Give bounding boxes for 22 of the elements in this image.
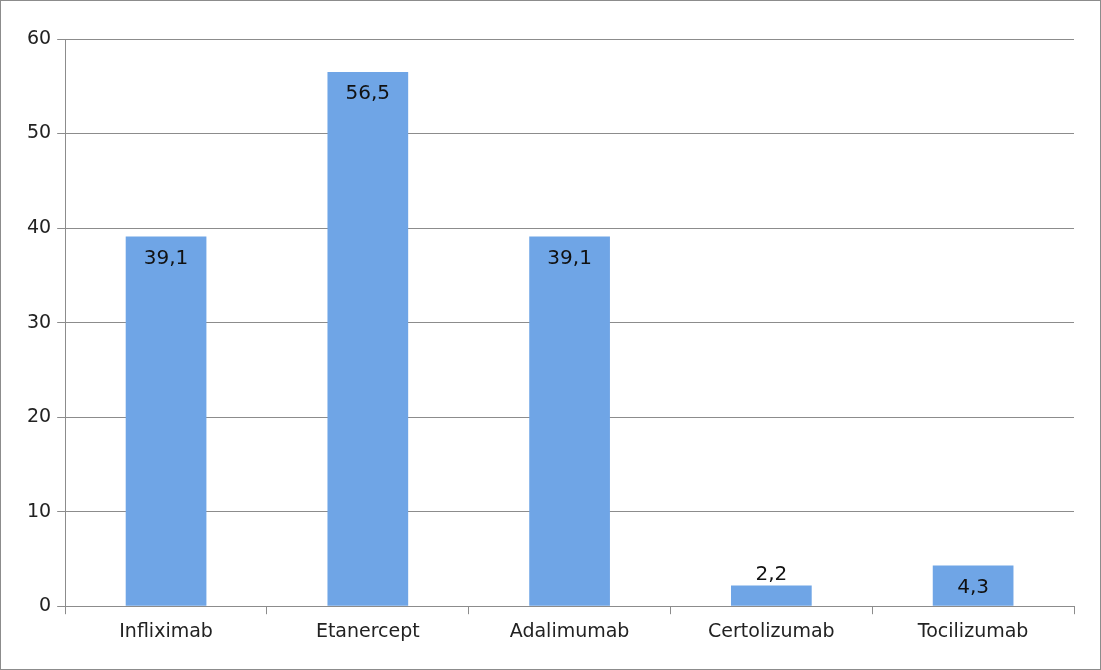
bar	[932, 565, 1014, 606]
data-label: 2,2	[755, 560, 788, 585]
y-tick-label: 50	[26, 120, 52, 143]
data-label: 4,3	[957, 573, 990, 598]
bar	[731, 585, 812, 606]
y-tick-label: 30	[26, 309, 52, 332]
bar	[327, 72, 409, 606]
y-tick-label: 40	[26, 215, 52, 237]
x-tick-label: Etanercept	[315, 618, 420, 641]
data-label: 39,1	[547, 244, 592, 269]
x-tick-label: Adalimumab	[509, 618, 630, 641]
bar	[529, 236, 610, 606]
data-label: 56,5	[345, 80, 391, 105]
x-tick-label: Tocilizumab	[916, 618, 1029, 641]
y-tick-label: 60	[26, 25, 52, 48]
y-tick-label: 10	[26, 498, 52, 521]
x-tick-label: Certolizumab	[708, 618, 835, 641]
data-label: 39,1	[143, 244, 189, 269]
y-tick-label: 0	[39, 593, 52, 616]
x-tick-label: Infliximab	[119, 618, 213, 641]
y-tick-label: 20	[26, 404, 52, 427]
bar	[125, 236, 207, 606]
